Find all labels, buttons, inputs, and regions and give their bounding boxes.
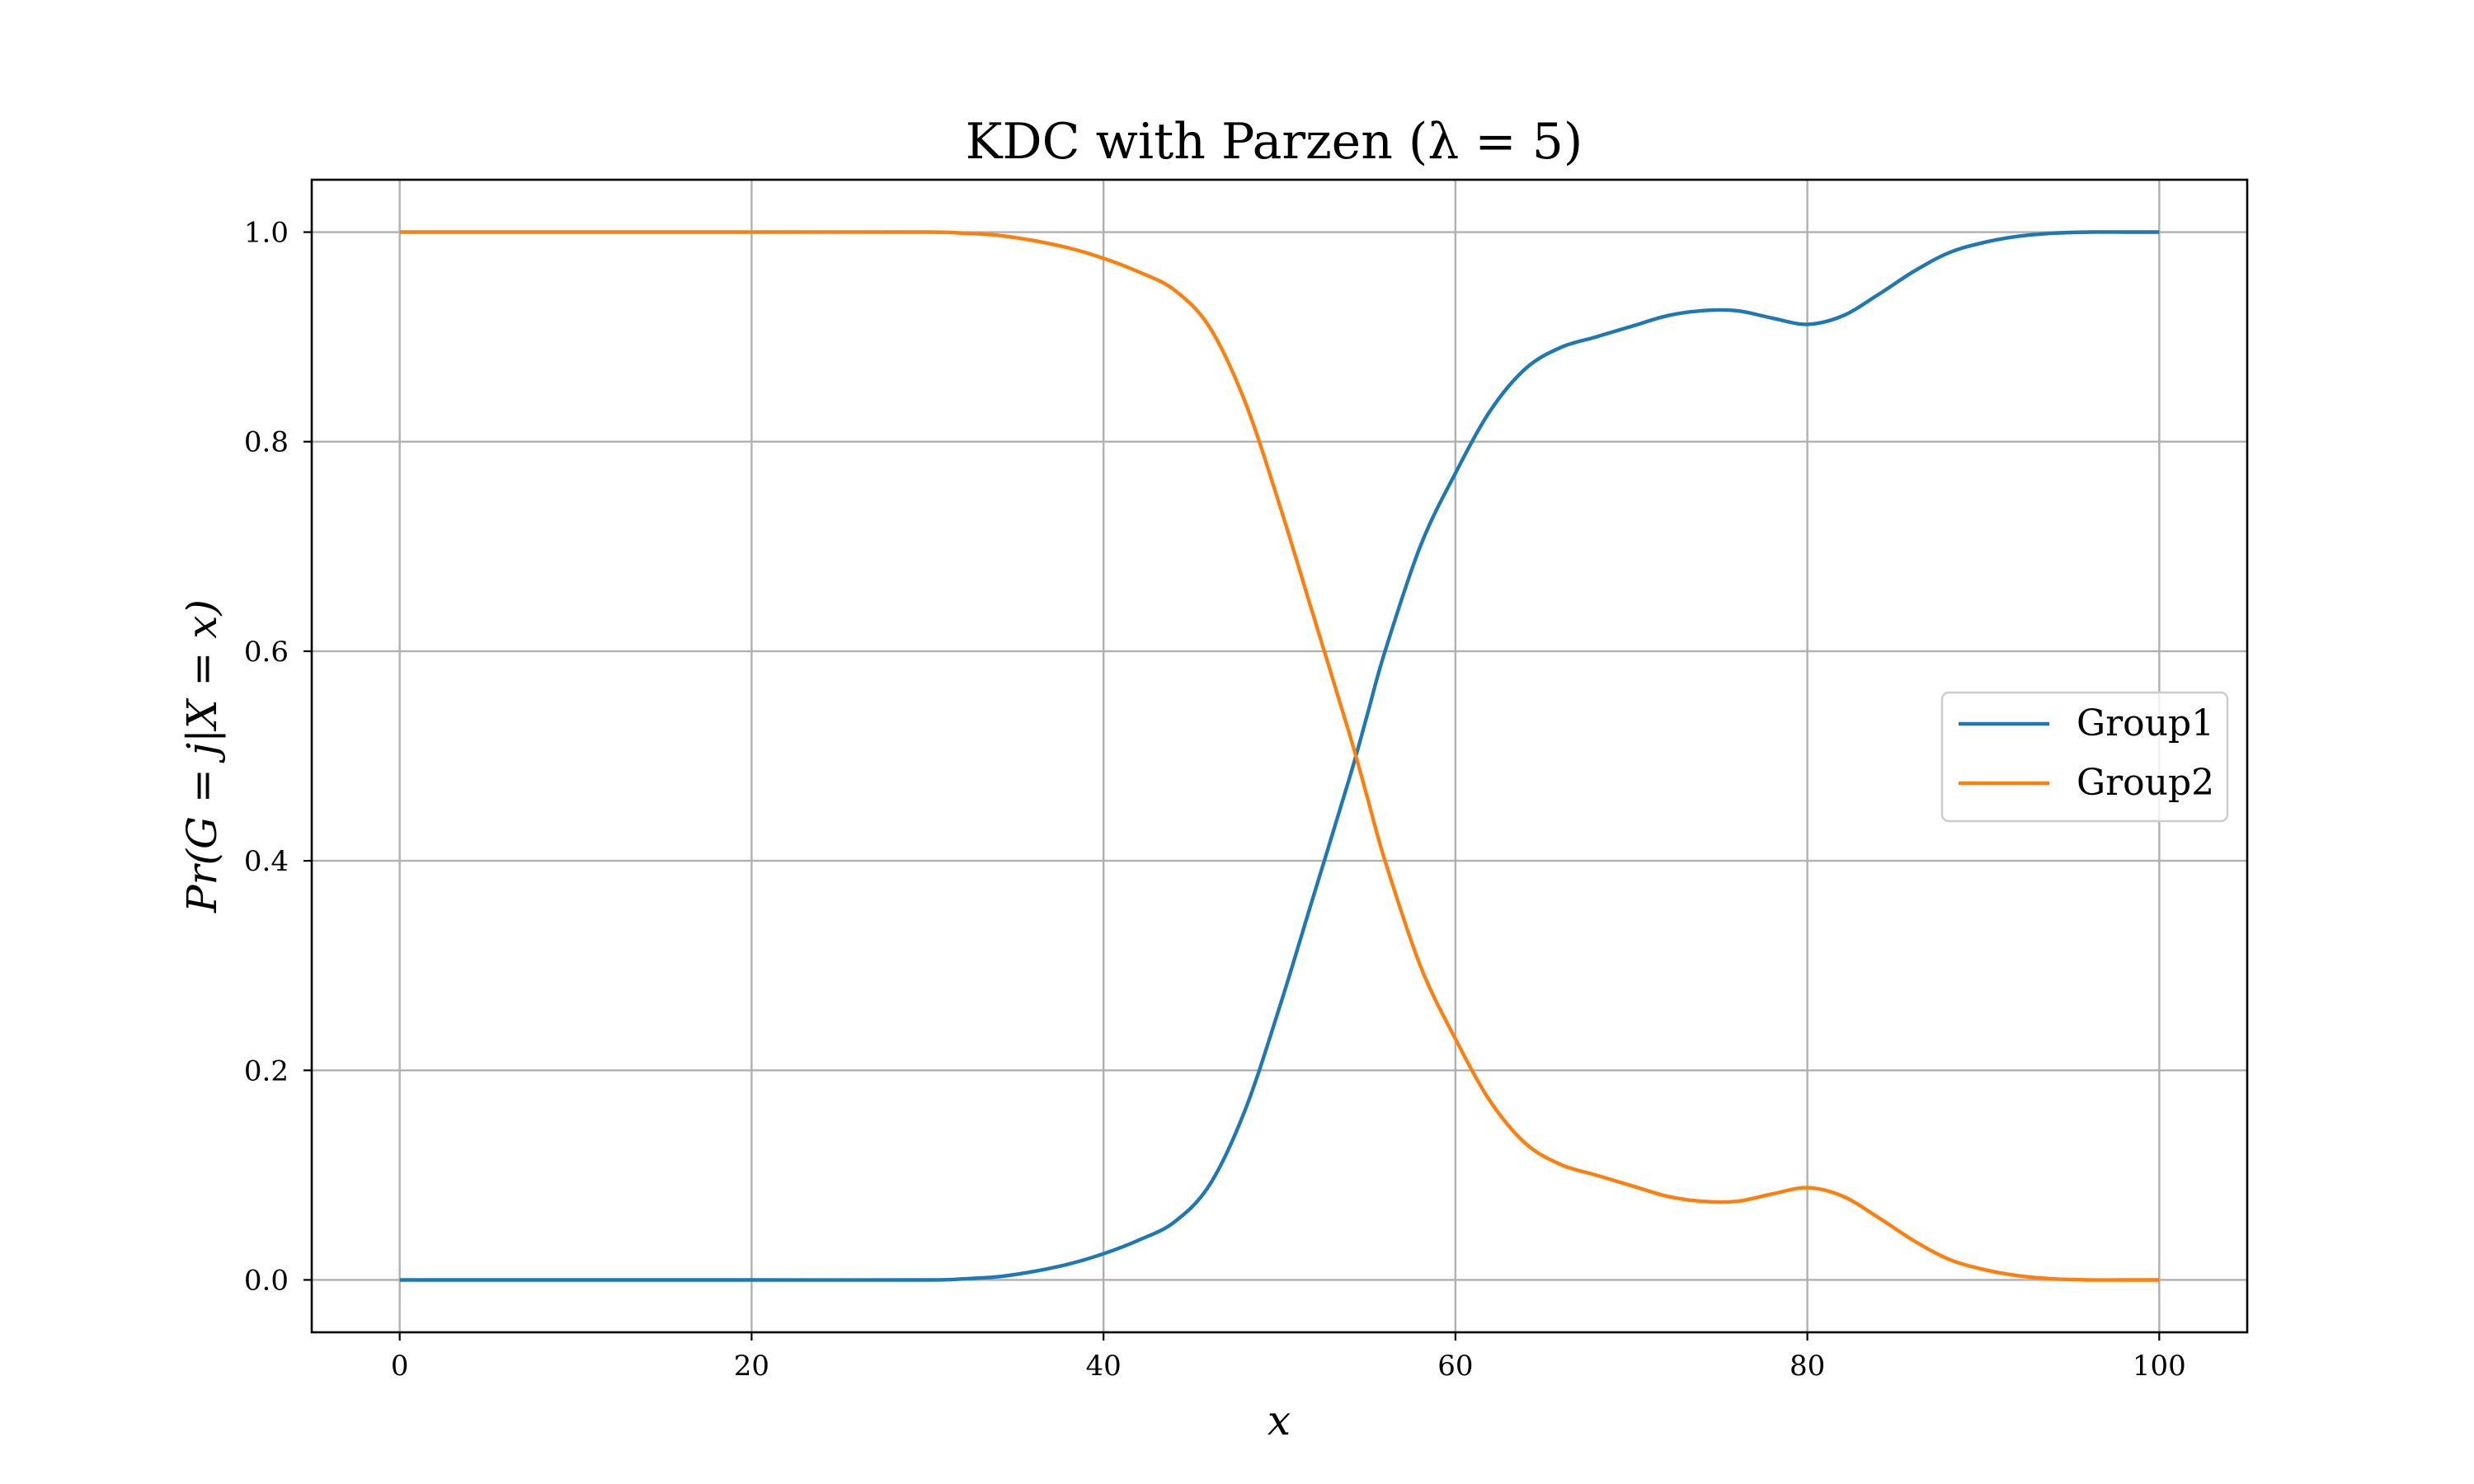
x-tick-label: 60: [1437, 1350, 1473, 1383]
y-tick-label: 0.6: [244, 636, 289, 669]
y-tick-label: 0.8: [244, 426, 289, 459]
series-line-group1: [399, 230, 2160, 1282]
series-lines: [399, 230, 2160, 1282]
y-axis: 0.0 0.2 0.4 0.6 0.8 1.0: [244, 217, 312, 1297]
series-line-group2: [399, 230, 2160, 1282]
x-tick-label: 20: [734, 1350, 769, 1383]
x-tick-label: 40: [1086, 1350, 1122, 1383]
x-tick-label: 80: [1790, 1350, 1825, 1383]
x-tick-label: 100: [2133, 1350, 2186, 1383]
y-tick-label: 1.0: [244, 217, 289, 250]
plot-frame: [310, 178, 2249, 1334]
y-tick-label: 0.0: [244, 1264, 289, 1297]
chart-title: KDC with Parzen (λ = 5): [966, 113, 1583, 171]
legend: Group1 Group2: [1940, 691, 2229, 823]
x-axis-label: x: [1268, 1397, 1291, 1444]
x-axis: 0 20 40 60 80 100: [391, 1332, 2186, 1383]
y-tick-label: 0.4: [244, 845, 289, 878]
y-tick-label: 0.2: [244, 1054, 289, 1087]
y-axis-label: Pr(G = j|X = x): [178, 599, 226, 913]
x-tick-label: 0: [391, 1350, 409, 1383]
legend-label-group2: Group2: [2077, 762, 2214, 804]
legend-label-group1: Group1: [2077, 702, 2214, 744]
